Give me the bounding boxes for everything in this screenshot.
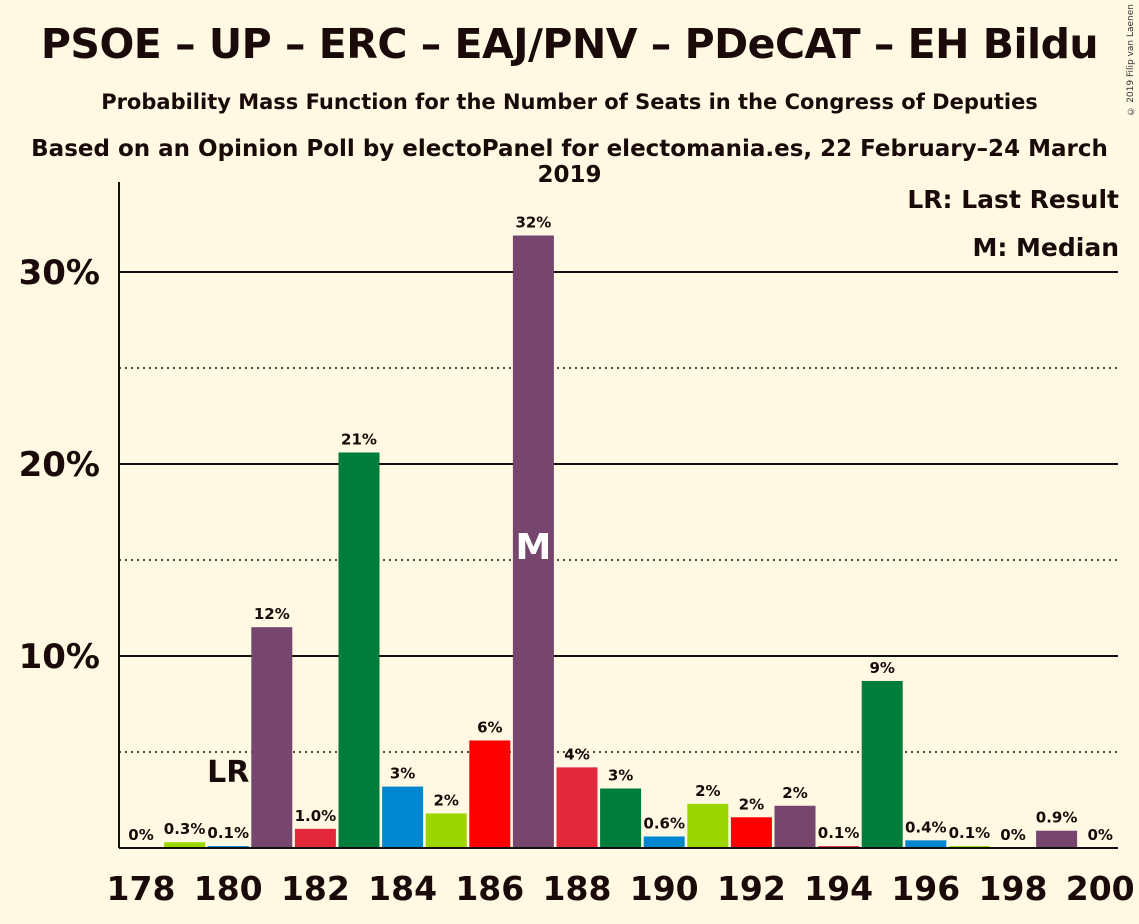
bar-value-label: 21% xyxy=(341,430,377,448)
y-tick-label: 20% xyxy=(19,445,100,485)
bar-value-label: 1.0% xyxy=(295,807,337,825)
bar-value-label: 0.9% xyxy=(1036,809,1078,827)
bar-value-label: 3% xyxy=(390,765,415,783)
last-result-marker: LR xyxy=(207,755,249,790)
x-tick-label: 200 xyxy=(1066,869,1135,908)
x-tick-label: 192 xyxy=(717,869,786,908)
bar xyxy=(294,828,336,848)
bar-value-label: 3% xyxy=(608,766,633,784)
bar-value-label: 0.4% xyxy=(905,818,947,836)
bar xyxy=(905,840,947,848)
bar xyxy=(469,740,511,848)
chart-title: PSOE – UP – ERC – EAJ/PNV – PDeCAT – EH … xyxy=(40,20,1099,68)
bar xyxy=(600,788,642,848)
x-tick-label: 182 xyxy=(281,869,350,908)
bar xyxy=(164,842,206,848)
bar-value-label: 0.1% xyxy=(207,824,249,842)
bar xyxy=(1036,830,1078,848)
bar xyxy=(382,786,424,848)
bar xyxy=(687,803,729,848)
bar-value-label: 2% xyxy=(695,782,720,800)
x-tick-label: 184 xyxy=(368,869,437,908)
bar xyxy=(556,767,598,848)
bar-value-label: 0.1% xyxy=(949,824,991,842)
bar xyxy=(643,836,685,848)
legend-last-result: LR: Last Result xyxy=(907,185,1119,214)
bar-value-label: 6% xyxy=(477,718,502,736)
bar xyxy=(774,805,816,848)
bar-value-label: 0% xyxy=(1087,826,1112,844)
bar-value-label: 0.3% xyxy=(164,820,206,838)
bar xyxy=(338,452,380,848)
bar xyxy=(861,680,903,848)
bar xyxy=(730,817,772,848)
bar xyxy=(251,627,293,848)
y-tick-label: 10% xyxy=(19,637,100,677)
x-tick-label: 194 xyxy=(804,869,873,908)
legend-median: M: Median xyxy=(972,233,1119,262)
x-tick-label: 178 xyxy=(107,869,176,908)
x-tick-label: 196 xyxy=(891,869,960,908)
bar-value-label: 2% xyxy=(739,795,764,813)
chart-source: Based on an Opinion Poll by electoPanel … xyxy=(31,136,1108,188)
bar-value-label: 0% xyxy=(1000,826,1025,844)
x-tick-label: 188 xyxy=(543,869,612,908)
bar-value-label: 0.1% xyxy=(818,824,860,842)
y-tick-label: 30% xyxy=(19,253,100,293)
bar-value-label: 0.6% xyxy=(643,814,685,832)
bar-value-label: 2% xyxy=(433,791,458,809)
bar-value-label: 32% xyxy=(515,214,551,232)
chart-subtitle: Probability Mass Function for the Number… xyxy=(101,90,1038,114)
x-tick-label: 190 xyxy=(630,869,699,908)
bar xyxy=(425,813,467,848)
x-tick-label: 180 xyxy=(194,869,263,908)
bar-value-label: 2% xyxy=(782,784,807,802)
bar-value-label: 4% xyxy=(564,745,589,763)
median-marker: M xyxy=(515,527,551,568)
x-tick-label: 198 xyxy=(979,869,1048,908)
x-tick-label: 186 xyxy=(455,869,524,908)
bar-value-label: 0% xyxy=(128,826,153,844)
bar xyxy=(512,235,554,848)
bar-value-label: 9% xyxy=(869,659,894,677)
bar-value-label: 12% xyxy=(254,605,290,623)
